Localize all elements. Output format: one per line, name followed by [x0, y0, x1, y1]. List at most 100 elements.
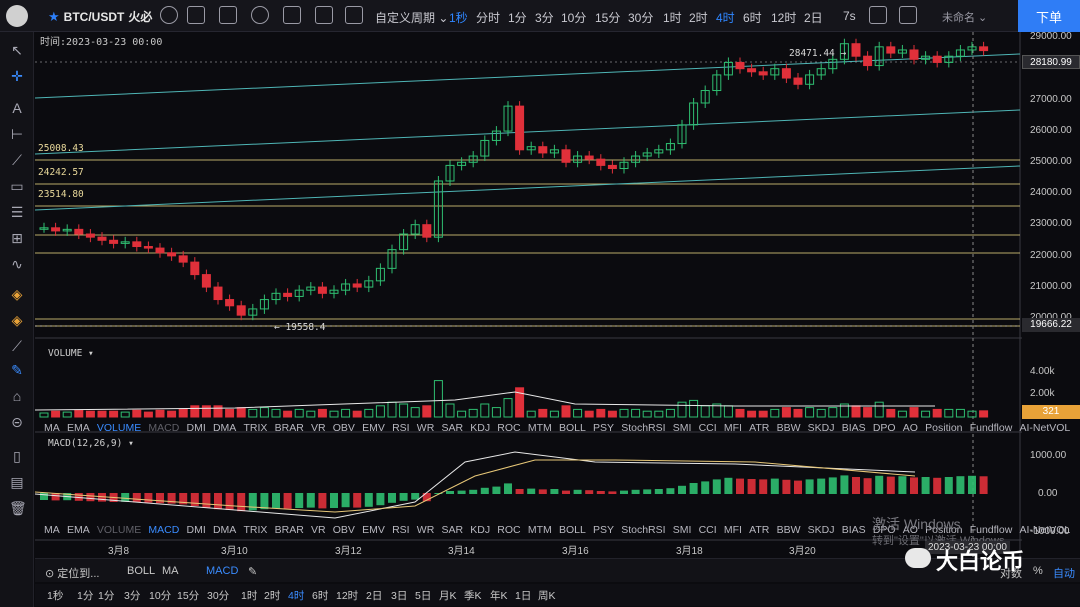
- trash-icon[interactable]: 🗑: [9, 500, 27, 516]
- indicator-tab-volume[interactable]: VOLUME: [96, 524, 142, 536]
- indicator-tab-boll[interactable]: BOLL: [558, 422, 586, 434]
- order-button[interactable]: 下单: [1018, 0, 1080, 32]
- text-tool-icon[interactable]: A: [12, 100, 22, 116]
- indicator-tab-cci[interactable]: CCI: [698, 422, 717, 434]
- symbol-title[interactable]: ★ BTC/USDT 火必: [48, 8, 152, 25]
- bottom-interval-7[interactable]: 1时: [241, 590, 258, 602]
- indicator-tab-vr[interactable]: VR: [310, 524, 326, 536]
- fullscreen-icon[interactable]: [899, 6, 917, 24]
- indicator-tab-ema[interactable]: EMA: [66, 422, 90, 434]
- compare-icon[interactable]: [315, 6, 333, 24]
- bottom-interval-18[interactable]: 1日: [515, 590, 532, 602]
- overlay-ma[interactable]: MA: [162, 565, 179, 577]
- indicator-tab-stochrsi[interactable]: StochRSI: [621, 422, 666, 434]
- indicator-tab-ao[interactable]: AO: [902, 524, 918, 536]
- bottom-interval-17[interactable]: 年K: [490, 590, 508, 602]
- interval-1[interactable]: 分时: [476, 11, 501, 25]
- indicator-tab-emv[interactable]: EMV: [362, 524, 385, 536]
- indicator-tab-bias[interactable]: BIAS: [841, 524, 866, 536]
- bottom-interval-5[interactable]: 15分: [177, 590, 200, 602]
- gear-icon[interactable]: [251, 6, 269, 24]
- interval-0[interactable]: 1秒: [449, 11, 468, 25]
- indicator-tab-mtm[interactable]: MTM: [527, 524, 552, 536]
- indicator-tab-sar[interactable]: SAR: [441, 524, 464, 536]
- indicator-tab-bias[interactable]: BIAS: [841, 422, 866, 434]
- indicator-tab-roc[interactable]: ROC: [497, 524, 521, 536]
- indicator-tab-obv[interactable]: OBV: [332, 524, 355, 536]
- bottom-interval-0[interactable]: 1秒: [47, 590, 64, 602]
- favorite-star-icon[interactable]: ★: [48, 8, 60, 24]
- scale-log[interactable]: 对数: [1000, 568, 1022, 580]
- macd-pane-label[interactable]: MACD(12,26,9) ▾: [48, 438, 134, 449]
- interval-8[interactable]: 2时: [689, 11, 708, 25]
- indicator-tab-dpo[interactable]: DPO: [872, 524, 896, 536]
- indicator-tab-brar[interactable]: BRAR: [274, 524, 304, 536]
- layout-icon[interactable]: [345, 6, 363, 24]
- interval-3[interactable]: 3分: [535, 11, 554, 25]
- indicator-tab-vr[interactable]: VR: [310, 422, 326, 434]
- bottom-interval-14[interactable]: 5日: [415, 590, 432, 602]
- bottom-interval-10[interactable]: 6时: [312, 590, 329, 602]
- brush-icon[interactable]: ✎: [11, 362, 23, 378]
- indicator-tab-dmi[interactable]: DMI: [186, 422, 206, 434]
- indicator-tab-position[interactable]: Position: [925, 524, 963, 536]
- interval-6[interactable]: 30分: [628, 11, 654, 25]
- indicator-tab-position[interactable]: Position: [925, 422, 963, 434]
- interval-9[interactable]: 4时: [716, 11, 735, 25]
- bookmark-icon[interactable]: ▯: [13, 448, 21, 464]
- period-dropdown[interactable]: 自定义周期 ⌄: [375, 11, 449, 25]
- interval-10[interactable]: 6时: [743, 11, 762, 25]
- edit-icon[interactable]: ✎: [248, 566, 258, 578]
- rectangle-icon[interactable]: ▭: [10, 178, 24, 194]
- indicator-tab-dmi[interactable]: DMI: [186, 524, 206, 536]
- bottom-interval-9[interactable]: 4时: [288, 590, 305, 602]
- indicator-tab-ma[interactable]: MA: [44, 524, 60, 536]
- indicator-tab-fundflow[interactable]: Fundflow: [969, 524, 1013, 536]
- bottom-interval-4[interactable]: 10分: [149, 590, 172, 602]
- bottom-interval-15[interactable]: 月K: [439, 590, 457, 602]
- indicator-tab-trix[interactable]: TRIX: [243, 524, 268, 536]
- bottom-interval-3[interactable]: 3分: [124, 590, 141, 602]
- indicator-tab-obv[interactable]: OBV: [332, 422, 355, 434]
- magnet-strong-icon[interactable]: ◈: [11, 312, 23, 328]
- crown-icon[interactable]: [187, 6, 205, 24]
- volume-pane-label[interactable]: VOLUME ▾: [48, 348, 94, 359]
- indicator-tab-kdj[interactable]: KDJ: [470, 524, 491, 536]
- bottom-interval-13[interactable]: 3日: [391, 590, 408, 602]
- indicator-tab-ai-netvol[interactable]: AI-NetVOL: [1019, 422, 1071, 434]
- eye-icon[interactable]: ⊝: [11, 414, 23, 430]
- indicator-tab-ao[interactable]: AO: [902, 422, 918, 434]
- indicator-tab-rsi[interactable]: RSI: [392, 524, 410, 536]
- indicator-tab-fundflow[interactable]: Fundflow: [969, 422, 1013, 434]
- indicator-tab-wr[interactable]: WR: [416, 524, 435, 536]
- bottom-interval-16[interactable]: 季K: [464, 590, 482, 602]
- bottom-interval-6[interactable]: 30分: [207, 590, 230, 602]
- indicator-tab-ema[interactable]: EMA: [66, 524, 90, 536]
- indicator-tab-dma[interactable]: DMA: [212, 422, 237, 434]
- indicator-tab-stochrsi[interactable]: StochRSI: [621, 524, 666, 536]
- wave-icon[interactable]: ∿: [11, 256, 23, 272]
- scale-percent[interactable]: %: [1033, 565, 1043, 577]
- indicator-tab-atr[interactable]: ATR: [749, 524, 770, 536]
- interval-4[interactable]: 10分: [561, 11, 587, 25]
- interval-2[interactable]: 1分: [508, 11, 527, 25]
- cursor-arrow-icon[interactable]: ↖: [11, 42, 23, 58]
- indicator-tab-boll[interactable]: BOLL: [558, 524, 586, 536]
- overlay-boll[interactable]: BOLL: [127, 565, 156, 577]
- interval-11[interactable]: 12时: [771, 11, 797, 25]
- user-menu[interactable]: 未命名 ⌄: [942, 12, 988, 24]
- overlay-macd[interactable]: MACD: [206, 565, 239, 577]
- chart-type-icon[interactable]: [283, 6, 301, 24]
- lock-icon[interactable]: ⌂: [12, 388, 22, 404]
- interval-5[interactable]: 15分: [595, 11, 621, 25]
- indicator-tab-brar[interactable]: BRAR: [274, 422, 304, 434]
- indicator-tab-bbw[interactable]: BBW: [776, 524, 801, 536]
- indicator-tab-cci[interactable]: CCI: [698, 524, 717, 536]
- scale-auto[interactable]: 自动: [1053, 568, 1075, 580]
- indicator-tab-ai-netvol[interactable]: AI-NetVOL: [1019, 524, 1071, 536]
- crosshair-icon[interactable]: ✛: [11, 68, 23, 84]
- bottom-interval-11[interactable]: 12时: [336, 590, 359, 602]
- bottom-interval-1[interactable]: 1分: [77, 590, 94, 602]
- indicator-tab-mtm[interactable]: MTM: [527, 422, 552, 434]
- bottom-interval-8[interactable]: 2时: [264, 590, 281, 602]
